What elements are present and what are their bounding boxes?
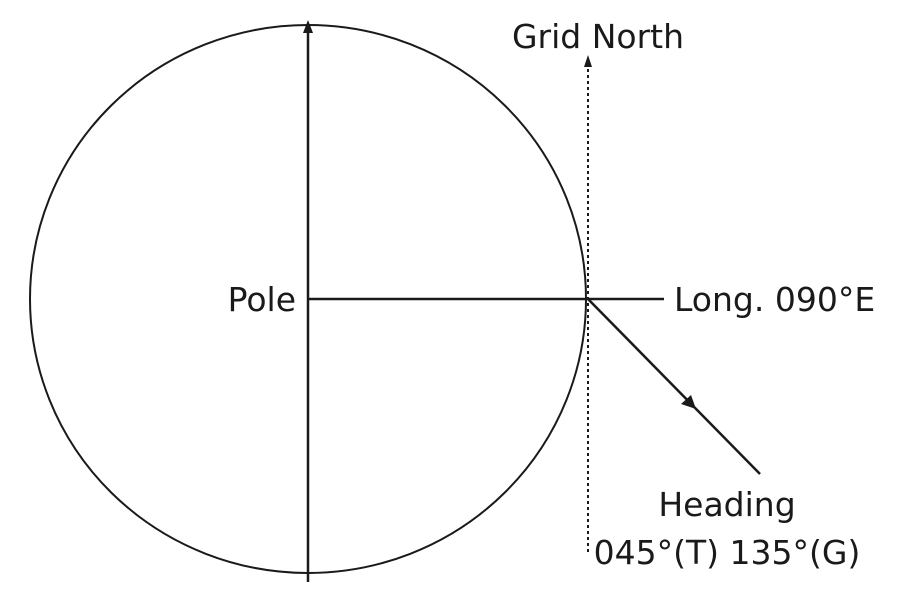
heading-arrowhead <box>681 395 696 409</box>
heading-line <box>587 298 761 475</box>
pole-label: Pole <box>228 280 296 319</box>
heading-value-label: 045°(T) 135°(G) <box>594 533 861 572</box>
meridian-arrowhead <box>303 20 313 33</box>
heading-title-label: Heading <box>658 485 795 524</box>
grid-north-arrowhead <box>584 55 592 67</box>
grid-north-label: Grid North <box>512 17 684 56</box>
longitude-label: Long. 090°E <box>674 280 875 319</box>
